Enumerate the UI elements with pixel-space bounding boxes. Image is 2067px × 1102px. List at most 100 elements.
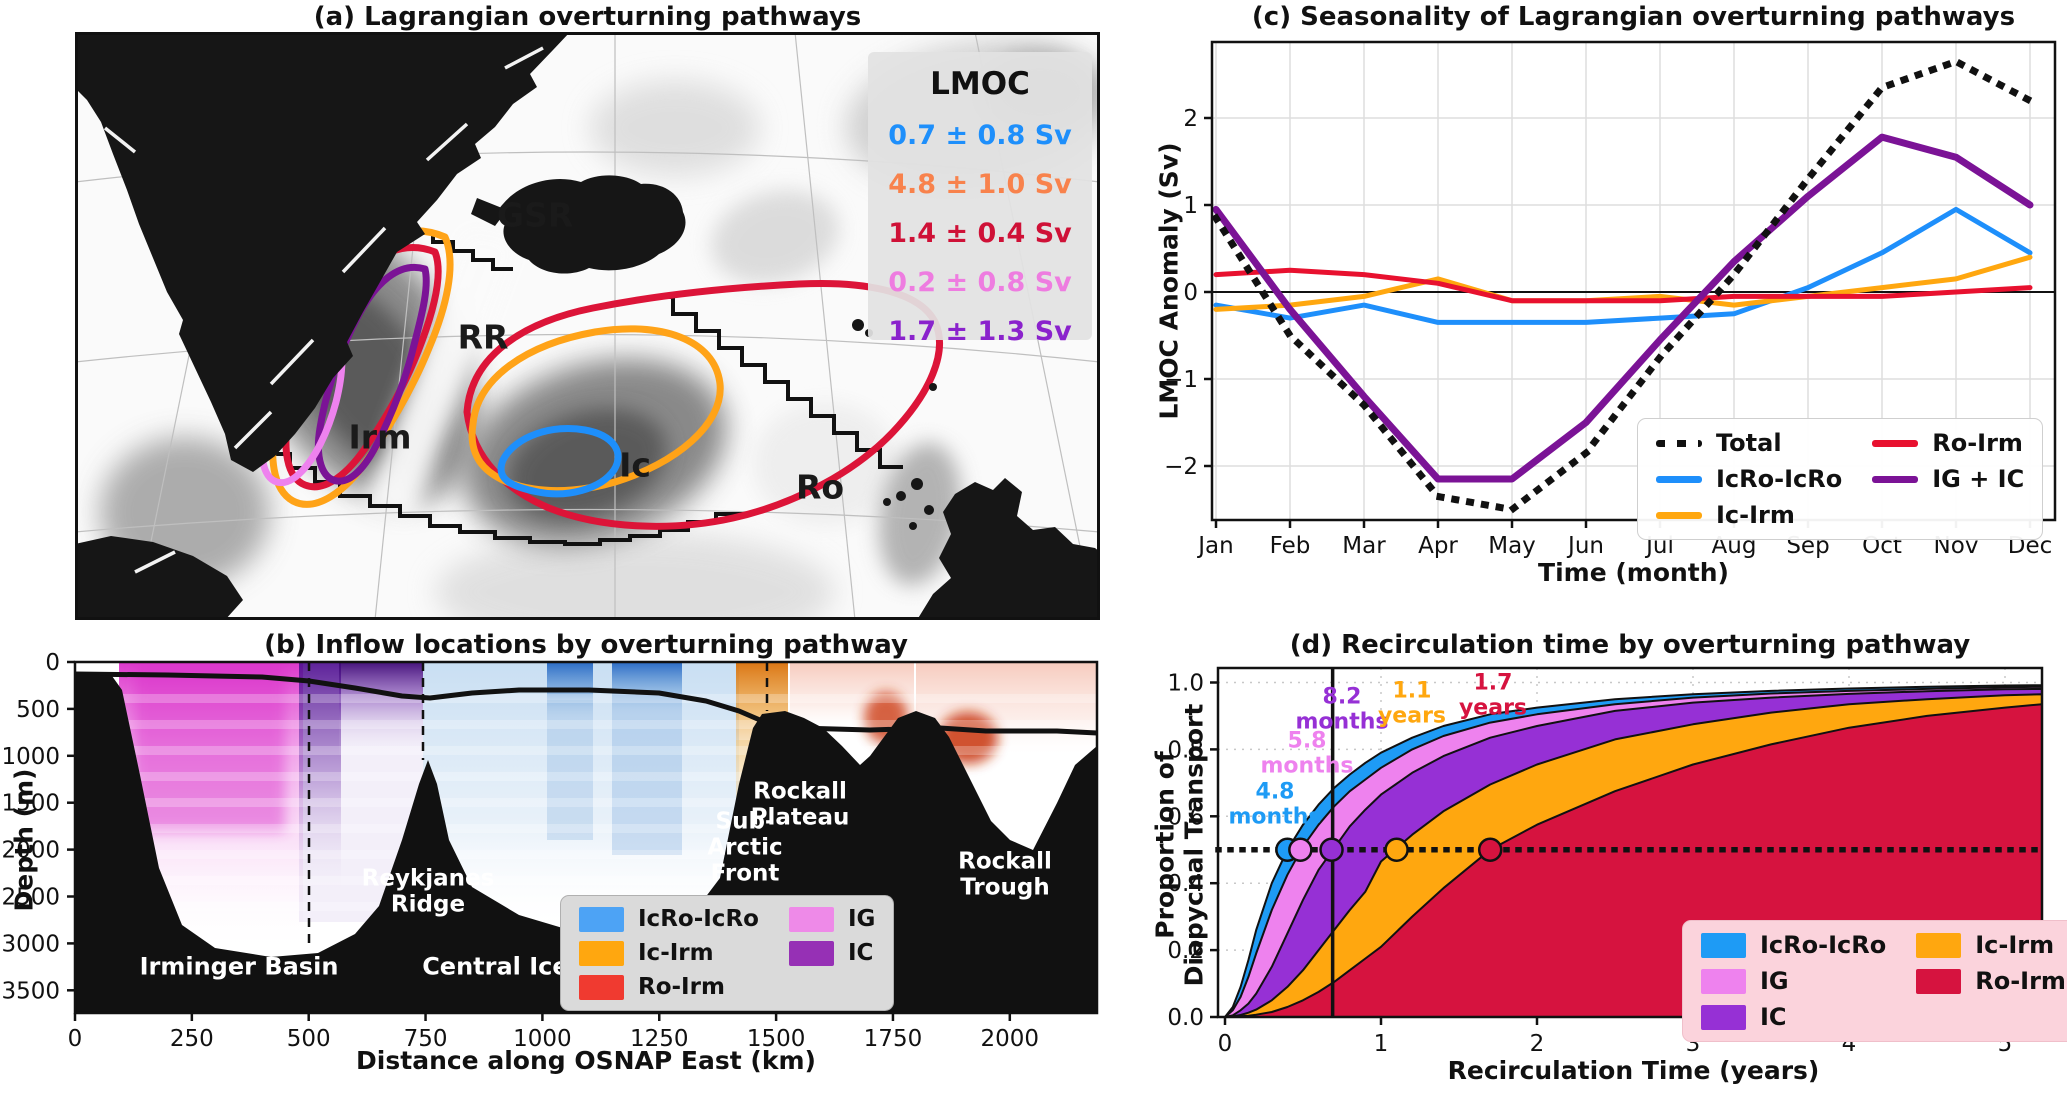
- contour-icro-icro: [497, 425, 622, 498]
- total-swatch: [1656, 439, 1702, 447]
- svg-text:1000: 1000: [513, 1026, 572, 1052]
- pathway-boundary-dashes: [307, 662, 769, 950]
- ig-swatch: [1701, 968, 1746, 994]
- contour-ro-irm-east: [463, 280, 943, 530]
- svg-text:0: 0: [1218, 1031, 1233, 1057]
- legend-entry: Ro-Irm: [579, 974, 759, 1000]
- southwest-land: [75, 536, 243, 620]
- scotland: [917, 478, 1100, 620]
- svg-text:1500: 1500: [1, 791, 60, 817]
- icro-icro-swatch: [1701, 932, 1746, 958]
- icro-icro-swatch: [579, 906, 624, 932]
- svg-text:Jun: Jun: [1566, 533, 1604, 559]
- region-label-reykjanes-ridge: Reykjanes Ridge: [361, 865, 495, 917]
- legend-entry: IG: [1701, 967, 1886, 995]
- svg-text:Jan: Jan: [1196, 533, 1233, 559]
- legend-entry: Ic-Irm: [579, 940, 759, 966]
- lmoc-value-icro-icro: 0.7 ± 0.8 Sv: [888, 120, 1072, 151]
- panel-b-section: 0 250 500 750 1000 1250 1500 1750 2000 0 500 1000 15…: [1, 650, 1099, 1052]
- legend-entry: Ro-Irm: [1872, 429, 2024, 457]
- region-label-sub-arctic-front: Sub- Arctic Front: [707, 808, 783, 886]
- svg-text:0.6: 0.6: [1167, 804, 1204, 830]
- svg-text:2000: 2000: [1, 838, 60, 864]
- iceland: [498, 175, 686, 274]
- svg-text:Mar: Mar: [1342, 533, 1386, 559]
- panel-d-legend: IcRo-IcRo IG IC Ic-Irm Ro-Irm: [1682, 920, 2067, 1042]
- panel-c-chart: Jan Feb Mar Apr May Jun Jul Aug Sep Oct Nov Dec−2−1…: [1164, 40, 2057, 559]
- map-label-ro: Ro: [795, 467, 845, 507]
- svg-text:0: 0: [1183, 280, 1198, 306]
- map-border: [75, 32, 1100, 620]
- legend-entry: IcRo-IcRo: [1656, 465, 1842, 493]
- map-label-irm: Irm: [348, 417, 412, 457]
- svg-text:0.2: 0.2: [1167, 938, 1204, 964]
- ig-ic-swatch: [1872, 475, 1919, 483]
- icro-icro-swatch: [1656, 475, 1702, 483]
- panel-c-ylabel: LMOC Anomaly (Sv): [1154, 142, 1184, 420]
- panel-c-title: (c) Seasonality of Lagrangian overturnin…: [1251, 2, 2016, 32]
- lmoc-value-ro-irm: 1.4 ± 0.4 Sv: [888, 218, 1072, 249]
- svg-text:0.8: 0.8: [1167, 737, 1204, 763]
- svg-text:3000: 3000: [1, 931, 60, 957]
- contour-ic-irm-iceland: [468, 325, 724, 495]
- svg-text:0: 0: [45, 650, 60, 676]
- panel-c-legend: Total IcRo-IcRo Ic-Irm Ro-Irm IG + IC: [1637, 418, 2044, 540]
- legend-entry: Total: [1656, 429, 1842, 457]
- panel-d-xlabel: Recirculation Time (years): [1447, 1056, 1820, 1085]
- panel-b-title: (b) Inflow locations by overturning path…: [264, 630, 908, 660]
- ic-swatch: [1701, 1004, 1746, 1030]
- lmoc-value-ic: 1.7 ± 1.3 Sv: [888, 316, 1072, 347]
- section-border: [73, 660, 1099, 1015]
- legend-entry: IC: [1701, 1003, 1886, 1031]
- ro-irm-swatch: [579, 974, 624, 1000]
- svg-text:May: May: [1488, 533, 1536, 559]
- median-annotation-ro-irm: 1.7 years: [1458, 670, 1528, 720]
- median-annotation-ig: 5.8 months: [1260, 728, 1354, 778]
- lmoc-value-ic-irm: 4.8 ± 1.0 Sv: [888, 169, 1072, 200]
- svg-text:750: 750: [404, 1026, 448, 1052]
- svg-text:1.0: 1.0: [1167, 671, 1204, 697]
- small-island: [929, 383, 937, 391]
- svg-text:−1: −1: [1164, 367, 1198, 393]
- panel-b-ylabel: Depth (m): [9, 768, 39, 912]
- panel-a-title: (a) Lagrangian overturning pathways: [313, 2, 862, 32]
- legend-entry: IC: [788, 940, 875, 966]
- svg-text:1750: 1750: [864, 1026, 923, 1052]
- svg-text:2: 2: [1530, 1031, 1545, 1057]
- svg-text:Apr: Apr: [1418, 533, 1458, 559]
- panel-d-ylabel: Proportion of Diapycnal Transport: [1150, 703, 1208, 987]
- svg-text:1: 1: [1374, 1031, 1389, 1057]
- svg-text:2: 2: [1183, 106, 1198, 132]
- fjord-cracks: [103, 46, 544, 574]
- svg-text:500: 500: [16, 697, 60, 723]
- lmoc-legend: LMOC 0.7 ± 0.8 Sv 4.8 ± 1.0 Sv 1.4 ± 0.4…: [868, 52, 1092, 347]
- ic-irm-swatch: [579, 940, 624, 966]
- median-annotation-icro-icro: 4.8 months: [1228, 779, 1322, 829]
- legend-entry: IG + IC: [1872, 465, 2024, 493]
- svg-text:Feb: Feb: [1270, 533, 1311, 559]
- median-annotation-ic-irm: 1.1 years: [1377, 678, 1447, 728]
- lmoc-value-ig: 0.2 ± 0.8 Sv: [888, 267, 1072, 298]
- hebrides-island: [911, 478, 923, 490]
- svg-text:2000: 2000: [981, 1026, 1040, 1052]
- legend-entry: Ic-Irm: [1916, 931, 2066, 959]
- lmoc-legend-title: LMOC: [930, 66, 1030, 102]
- svg-text:250: 250: [170, 1026, 214, 1052]
- map-label-ic: Ic: [619, 445, 651, 485]
- svg-text:500: 500: [287, 1026, 331, 1052]
- ic-irm-swatch: [1656, 511, 1702, 519]
- svg-text:1: 1: [1183, 193, 1198, 219]
- svg-text:1250: 1250: [630, 1026, 689, 1052]
- region-label-rockall-plateau: Rockall Plateau: [750, 778, 850, 830]
- legend-entry: Ro-Irm: [1916, 967, 2066, 995]
- map-label-gsr: GSR: [496, 195, 574, 235]
- legend-entry: IcRo-IcRo: [579, 906, 759, 932]
- svg-text:−2: −2: [1164, 454, 1198, 480]
- legend-entry: IcRo-IcRo: [1701, 931, 1886, 959]
- svg-text:3500: 3500: [1, 978, 60, 1004]
- legend-entry: Ic-Irm: [1656, 501, 1842, 529]
- iceland-west-fjords: [471, 198, 507, 226]
- map-label-rr: RR: [457, 317, 509, 357]
- faroe-islands: [852, 319, 864, 331]
